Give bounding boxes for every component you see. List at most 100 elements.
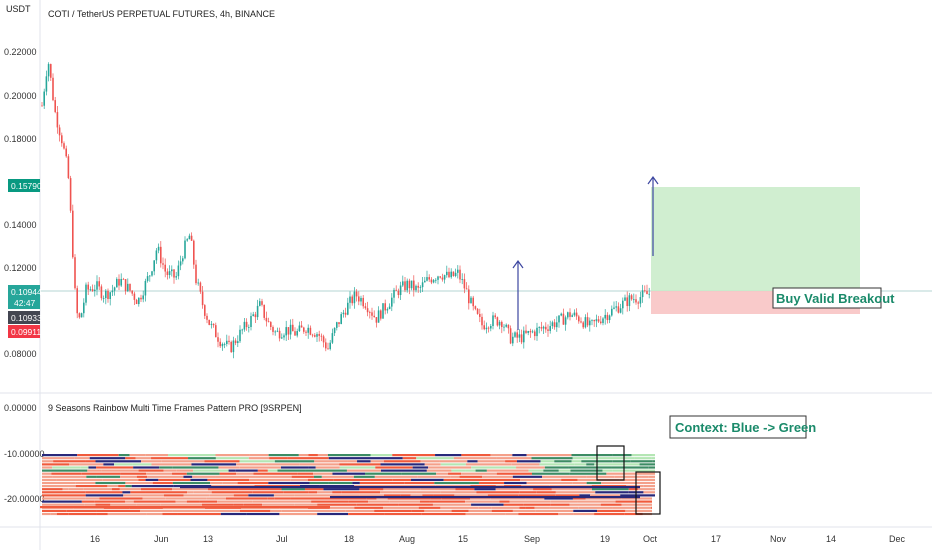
- rainbow-band-segment: [586, 463, 595, 466]
- rainbow-band-segment: [222, 481, 238, 485]
- rainbow-band-segment: [549, 506, 579, 509]
- time-label: 19: [600, 534, 610, 544]
- candle-body: [120, 278, 122, 286]
- rainbow-band-segment: [152, 481, 173, 485]
- candle-body: [635, 299, 637, 303]
- symbol-title[interactable]: COTI / TetherUS PERPETUAL FUTURES, 4h, B…: [48, 9, 275, 19]
- context-label-box[interactable]: [669, 415, 807, 439]
- rainbow-band-segment: [42, 485, 76, 488]
- rainbow-band-segment: [536, 491, 556, 494]
- time-axis[interactable]: 16 Jun 13 Jul 18 Aug 15 Sep 19 Oct 17 No…: [90, 534, 906, 544]
- arrow-up-icon[interactable]: [647, 175, 659, 256]
- candle-body: [463, 279, 466, 289]
- rainbow-band-segment: [120, 475, 137, 478]
- rainbow-band-segment: [163, 494, 184, 497]
- candle-body: [564, 317, 567, 325]
- rainbow-band-segment: [42, 478, 57, 481]
- candle-body: [646, 291, 648, 295]
- candle-body: [459, 269, 461, 280]
- rainbow-band-segment: [585, 497, 622, 500]
- rainbow-band-segment: [455, 488, 475, 491]
- rainbow-band-segment: [52, 475, 81, 478]
- candle-body: [531, 331, 534, 333]
- candle-body: [182, 258, 184, 262]
- rainbow-band-segment: [118, 454, 130, 457]
- rainbow-band-segment: [370, 460, 384, 463]
- price-axis[interactable]: 0.22000 0.20000 0.18000 0.14000 0.12000 …: [4, 47, 37, 359]
- candle-body: [628, 295, 631, 307]
- indicator-tick-minus20: -20.00000: [4, 494, 45, 504]
- rainbow-band-segment: [236, 472, 254, 475]
- rainbow-band-segment: [308, 454, 318, 457]
- rainbow-band-segment: [353, 475, 375, 478]
- rainbow-band-segment: [492, 500, 500, 503]
- rainbow-band-segment: [42, 509, 67, 512]
- rainbow-band-segment: [315, 466, 340, 469]
- rainbow-band-segment: [50, 512, 57, 516]
- candle-body: [549, 326, 551, 331]
- rainbow-band-segment: [432, 503, 472, 506]
- rainbow-band-segment: [384, 512, 422, 516]
- arrow-up-icon[interactable]: [512, 259, 524, 330]
- rainbow-band-segment: [118, 485, 126, 488]
- rainbow-band-segment: [597, 509, 626, 512]
- candle-body: [518, 334, 521, 338]
- candle-body: [124, 279, 127, 292]
- rainbow-band-segment: [324, 497, 367, 500]
- candle-body: [168, 271, 171, 275]
- rainbow-band-segment: [433, 494, 455, 497]
- rainbow-band-segment: [262, 503, 295, 506]
- rainbow-band-segment: [56, 478, 103, 481]
- entry-price-tag: 0.10933: [8, 311, 42, 324]
- rainbow-band-segment: [509, 500, 551, 503]
- candle-countdown: 42:47: [14, 298, 36, 308]
- candle-body: [483, 325, 485, 330]
- rainbow-band-segment: [255, 475, 292, 478]
- rainbow-band-segment: [122, 491, 131, 494]
- rainbow-band-segment: [69, 463, 104, 466]
- rainbow-band-segment: [621, 497, 652, 500]
- rainbow-band-segment: [274, 497, 291, 500]
- indicator-title[interactable]: 9 Seasons Rainbow Multi Time Frames Patt…: [48, 403, 302, 413]
- candle-body: [589, 320, 591, 326]
- candle-body: [562, 313, 565, 325]
- rainbow-band-segment: [101, 469, 139, 472]
- rainbow-band-segment: [643, 485, 655, 488]
- rainbow-band-segment: [404, 481, 435, 485]
- rainbow-band-segment: [590, 494, 621, 497]
- candle-body: [96, 281, 98, 290]
- rainbow-band-segment: [308, 466, 316, 469]
- candle-body: [419, 287, 422, 288]
- breakout-label-box[interactable]: [772, 287, 882, 309]
- rainbow-band-segment: [440, 506, 479, 509]
- rainbow-band-segment: [652, 460, 655, 463]
- rainbow-band-segment: [321, 475, 354, 478]
- target-zone[interactable]: [651, 187, 860, 291]
- rainbow-band-segment: [249, 454, 269, 457]
- candle-body: [648, 293, 650, 295]
- candle-body: [177, 265, 180, 277]
- rainbow-band-segment: [42, 475, 53, 478]
- rainbow-band-segment: [518, 494, 556, 497]
- rainbow-band-segment: [239, 466, 281, 469]
- candle-body: [83, 302, 85, 314]
- candle-body: [316, 334, 318, 337]
- rainbow-band-segment: [42, 463, 70, 466]
- candle-body: [190, 235, 193, 241]
- rainbow-band-segment: [424, 463, 441, 466]
- price-tick-0.12: 0.12000: [4, 263, 37, 273]
- svg-text:0.10933: 0.10933: [11, 313, 42, 323]
- candle-body: [162, 263, 164, 265]
- candle-body: [386, 309, 389, 311]
- rainbow-band-segment: [323, 488, 360, 491]
- rainbow-band-segment: [392, 491, 417, 494]
- rainbow-band-segment: [341, 491, 381, 494]
- rainbow-band-segment: [573, 512, 595, 516]
- candle-body: [584, 317, 587, 328]
- candle-body: [512, 336, 514, 344]
- rainbow-band-segment: [365, 472, 402, 475]
- rainbow-band-segment: [42, 503, 85, 506]
- candle-body: [606, 314, 609, 321]
- rainbow-band-segment: [416, 457, 442, 460]
